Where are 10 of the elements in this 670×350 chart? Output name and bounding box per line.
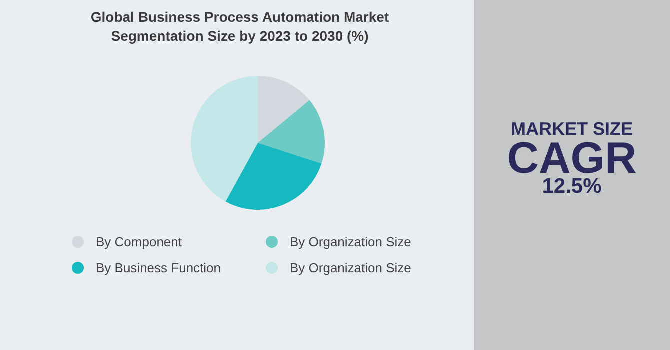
legend-label: By Organization Size — [290, 260, 412, 276]
legend-label: By Component — [96, 234, 182, 250]
legend-label: By Organization Size — [290, 234, 412, 250]
pie-slice — [191, 76, 258, 202]
text: MARKET SIZE — [510, 119, 634, 139]
legend-label: By Business Function — [96, 260, 222, 276]
pie-slice — [226, 143, 322, 210]
chart-title: Global Business Process Automation Market Segmentation Size by 2023 to 2030 (%) — [90, 9, 390, 44]
pie-slice — [258, 100, 325, 164]
pie-slice — [258, 76, 310, 143]
